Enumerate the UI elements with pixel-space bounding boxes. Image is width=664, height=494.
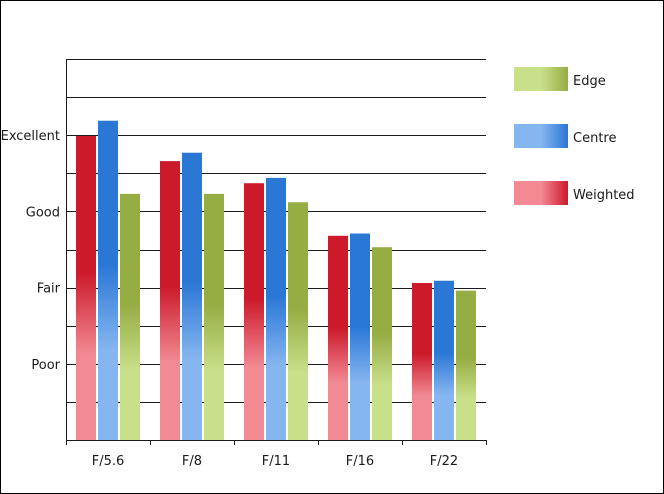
y-tick-labels: Poor Fair Good Excellent [1,129,61,373]
x-tick-label-f-5-6: F/5.6 [92,454,125,469]
x-tick-labels: F/5.6 F/8 F/11 F/16 F/22 [92,454,458,469]
bar-weighted-f-8 [160,161,180,440]
legend-label-centre: Centre [573,131,616,146]
bar-centre-f-11 [266,177,286,440]
bar-centre-f-8 [182,152,202,440]
legend-swatch-edge [514,67,568,91]
bar-centre-f-22 [434,280,454,440]
x-tick-label-f-8: F/8 [182,454,202,469]
legend-label-weighted: Weighted [573,188,635,203]
bar-weighted-f-11 [244,183,264,440]
legend-swatch-weighted [514,181,568,205]
x-tick-label-f-16: F/16 [346,454,374,469]
bar-edge-f-5-6 [120,193,140,440]
legend-label-edge: Edge [573,74,606,89]
bar-edge-f-11 [288,202,308,440]
x-tick-label-f-11: F/11 [262,454,290,469]
bar-edge-f-8 [204,193,224,440]
y-tick-label-excellent: Excellent [1,129,60,144]
axes [66,59,487,445]
bar-edge-f-22 [456,290,476,440]
bars [76,120,476,441]
bar-weighted-f-22 [412,283,432,440]
bar-centre-f-5-6 [98,120,118,441]
legend: Edge Centre Weighted [514,67,635,205]
x-tick-label-f-22: F/22 [430,454,458,469]
y-tick-label-fair: Fair [37,282,61,297]
bar-weighted-f-5-6 [76,135,96,440]
y-tick-label-poor: Poor [31,358,60,373]
bar-weighted-f-16 [328,235,348,440]
y-tick-label-good: Good [26,205,60,220]
bar-edge-f-16 [372,247,392,440]
legend-swatch-centre [514,124,568,148]
bar-centre-f-16 [350,233,370,440]
